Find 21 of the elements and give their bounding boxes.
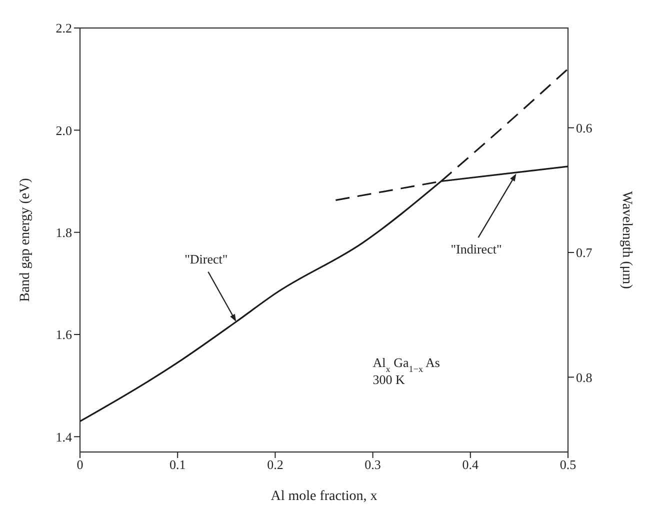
- y2-tick-label: 0.8: [576, 370, 592, 385]
- y-tick-label: 2.0: [56, 122, 72, 138]
- x-axis-title: Al mole fraction, x: [270, 489, 378, 504]
- x-tick-label: 0.3: [364, 457, 381, 472]
- y-tick-label: 1.8: [56, 224, 72, 240]
- y2-tick-label: 0.6: [576, 120, 593, 136]
- x-tick-label: 0.5: [560, 457, 576, 472]
- x-tick-label: 0.2: [267, 457, 284, 472]
- y-tick-label: 1.4: [56, 429, 72, 444]
- annotation: "Indirect": [450, 242, 502, 257]
- annotation: 300 K: [372, 372, 406, 388]
- y-axis-title: Band gap energy (eV): [18, 178, 33, 302]
- y-tick-label: 1.6: [56, 327, 72, 342]
- annotation: "Direct": [184, 252, 228, 267]
- y2-axis-title: Wavelength (μm): [619, 191, 634, 290]
- x-tick-label: 0: [76, 457, 84, 472]
- y2-tick-label: 0.7: [576, 245, 593, 260]
- x-tick-label: 0.4: [462, 457, 480, 472]
- annotation: Al$_{x}$ Ga$_{1−x}$ As: [372, 355, 440, 374]
- x-tick-label: 0.1: [169, 457, 186, 472]
- y-tick-label: 2.2: [56, 20, 72, 36]
